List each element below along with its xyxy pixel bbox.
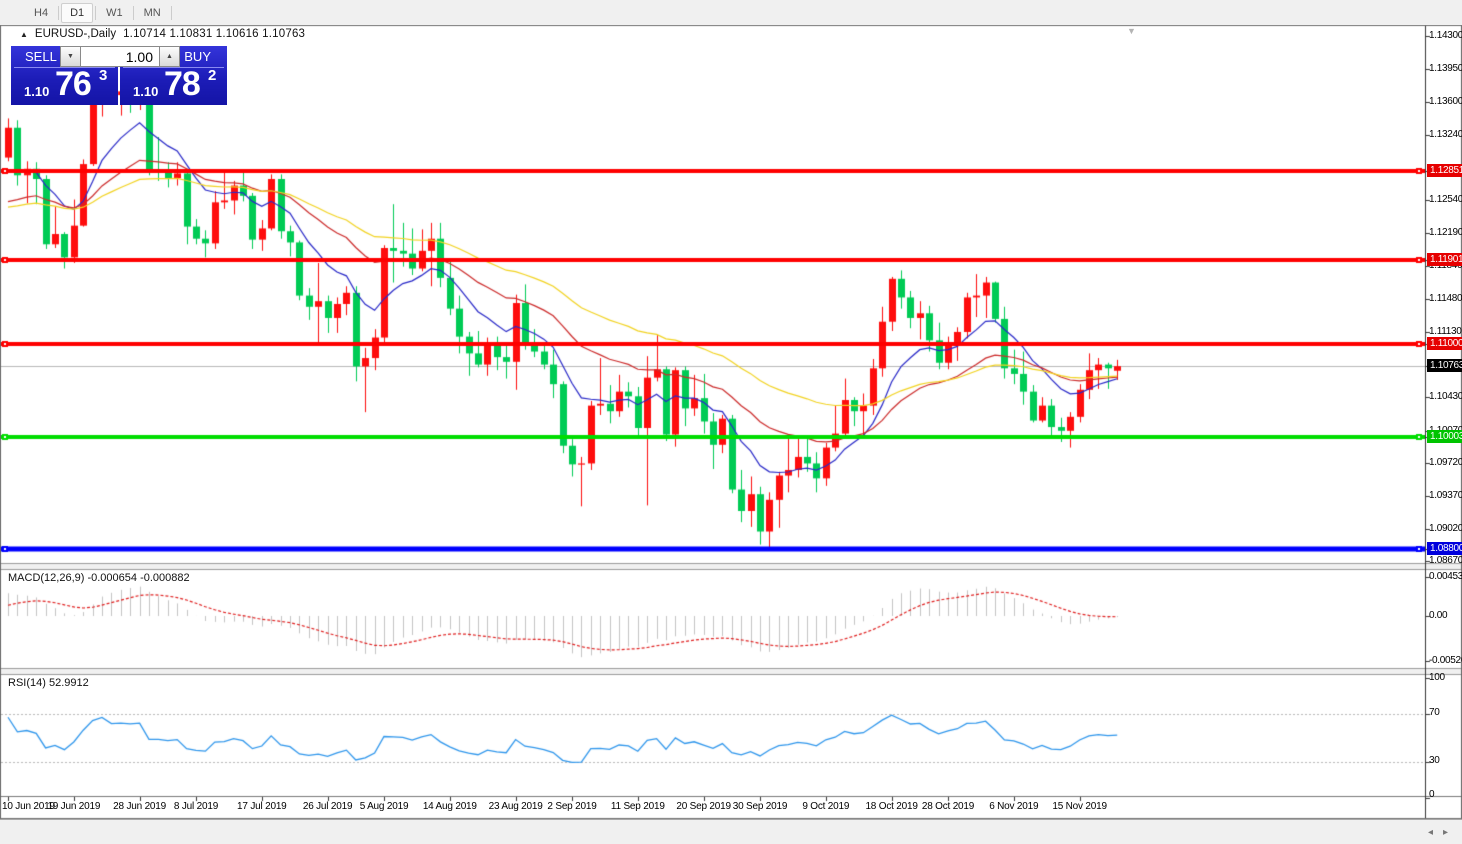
price-axis-label: 1.13600	[1429, 95, 1462, 107]
rsi-indicator-label: RSI(14) 52.9912	[8, 677, 89, 689]
buy-label: BUY	[184, 49, 211, 64]
sell-label: SELL	[25, 49, 57, 64]
sell-price-small: 1.10	[24, 84, 50, 99]
price-axis-label: 1.09020	[1429, 522, 1462, 534]
arrow-down-icon: ▼	[67, 53, 74, 60]
date-label: 26 Jul 2019	[302, 801, 353, 812]
scroll-tabs-left-icon[interactable]: ◂	[1427, 827, 1433, 838]
date-label: 14 Aug 2019	[422, 801, 477, 812]
macd-axis-label: 0.004536	[1429, 571, 1462, 582]
date-label: 6 Nov 2019	[989, 801, 1039, 812]
buy-price-sup: 2	[208, 67, 217, 84]
price-axis-label: 1.11480	[1429, 293, 1462, 305]
buy-price: 1.10 78 2	[120, 65, 227, 103]
volume-input[interactable]: 1.00	[81, 46, 159, 67]
one-click-trading-panel: SELL 1.10 76 3 BUY 1.10 78 2 ▼ 1.00	[11, 46, 227, 105]
buy-underline	[123, 67, 224, 68]
price-axis-label: 1.12540	[1429, 194, 1462, 206]
volume-decrease-button[interactable]: ▼	[60, 46, 81, 67]
price-axis-label: 1.08670	[1429, 555, 1462, 567]
date-label: 8 Jul 2019	[173, 801, 219, 812]
rsi-axis-label: 100	[1429, 672, 1445, 683]
volume-control: ▼ 1.00 ▲	[60, 46, 180, 67]
buy-price-big: 78	[164, 65, 201, 103]
date-label: 17 Jul 2019	[237, 801, 287, 812]
price-axis-badge: 1.12851	[1427, 164, 1462, 178]
timeframe-tab-w1[interactable]: W1	[106, 6, 123, 19]
chart-tab-bar: ◂ ▸	[0, 819, 1462, 844]
price-axis-badge: 1.11901	[1427, 253, 1462, 267]
date-label: 30 Sep 2019	[732, 801, 788, 812]
toolbar-separator	[58, 5, 60, 20]
price-axis-badge: 1.11000	[1427, 337, 1462, 351]
price-axis-label: 1.13240	[1429, 129, 1462, 141]
date-label: 28 Jun 2019	[113, 801, 167, 812]
toolbar-separator	[132, 5, 134, 20]
price-axis-badge: 1.10763	[1427, 359, 1462, 373]
price-axis-label: 1.13950	[1429, 62, 1462, 74]
price-axis-label: 1.11130	[1429, 325, 1462, 337]
sell-underline	[14, 67, 115, 68]
price-axis-label: 1.14300	[1429, 30, 1462, 42]
rsi-axis-label: 70	[1429, 707, 1440, 718]
timeframe-toolbar: H4 D1 W1 MN	[0, 0, 1462, 25]
scroll-tabs-right-icon[interactable]: ▸	[1442, 827, 1448, 838]
date-label: 11 Sep 2019	[610, 801, 665, 812]
arrow-up-icon: ▲	[166, 53, 173, 60]
rsi-axis-label: 30	[1429, 755, 1440, 766]
date-label: 19 Jun 2019	[47, 801, 101, 812]
macd-indicator-label: MACD(12,26,9) -0.000654 -0.000882	[8, 572, 190, 584]
price-axis-label: 1.10430	[1429, 391, 1462, 403]
price-axis-label: 1.09370	[1429, 490, 1462, 502]
date-label: 18 Oct 2019	[865, 801, 918, 812]
date-label: 2 Sep 2019	[547, 801, 597, 812]
date-label: 28 Oct 2019	[921, 801, 975, 812]
ohlc-values: 1.10714 1.10831 1.10616 1.10763	[123, 28, 306, 40]
price-axis-label: 1.12190	[1429, 227, 1462, 239]
price-axis-badge: 1.08800	[1427, 542, 1462, 556]
collapse-triangle-icon[interactable]: ▲	[20, 29, 28, 39]
symbol-period-label: EURUSD-,Daily	[34, 28, 117, 40]
date-label: 9 Oct 2019	[802, 801, 850, 812]
sell-price-sup: 3	[99, 67, 108, 84]
timeframe-tab-h4[interactable]: H4	[34, 6, 49, 19]
tab-scroll-nav: ◂ ▸	[1428, 820, 1448, 844]
date-label: 23 Aug 2019	[488, 801, 543, 812]
macd-axis-label: 0.00	[1429, 610, 1448, 621]
rsi-axis-label: 0	[1429, 789, 1435, 800]
price-axis-badge: 1.10003	[1427, 430, 1462, 444]
date-label: 10 Jun 2019	[2, 801, 55, 812]
sell-price: 1.10 76 3	[11, 65, 118, 103]
sell-button[interactable]: SELL 1.10 76 3	[11, 46, 118, 105]
chart-shift-marker-icon[interactable]: ▼	[1127, 26, 1136, 36]
timeframe-tab-d1[interactable]: D1	[61, 2, 94, 23]
timeframe-tab-mn[interactable]: MN	[143, 6, 161, 19]
price-axis-label: 1.09720	[1429, 457, 1462, 469]
date-label: 15 Nov 2019	[1052, 801, 1107, 812]
date-label: 5 Aug 2019	[359, 801, 409, 812]
chart-title: ▲ EURUSD-,Daily 1.10714 1.10831 1.10616 …	[20, 28, 305, 40]
sell-price-big: 76	[55, 65, 92, 103]
buy-price-small: 1.10	[133, 84, 159, 99]
date-label: 20 Sep 2019	[676, 801, 731, 812]
volume-increase-button[interactable]: ▲	[159, 46, 180, 67]
toolbar-separator	[170, 5, 172, 20]
macd-axis-label: -0.005205	[1429, 655, 1462, 666]
toolbar-separator	[95, 5, 97, 20]
